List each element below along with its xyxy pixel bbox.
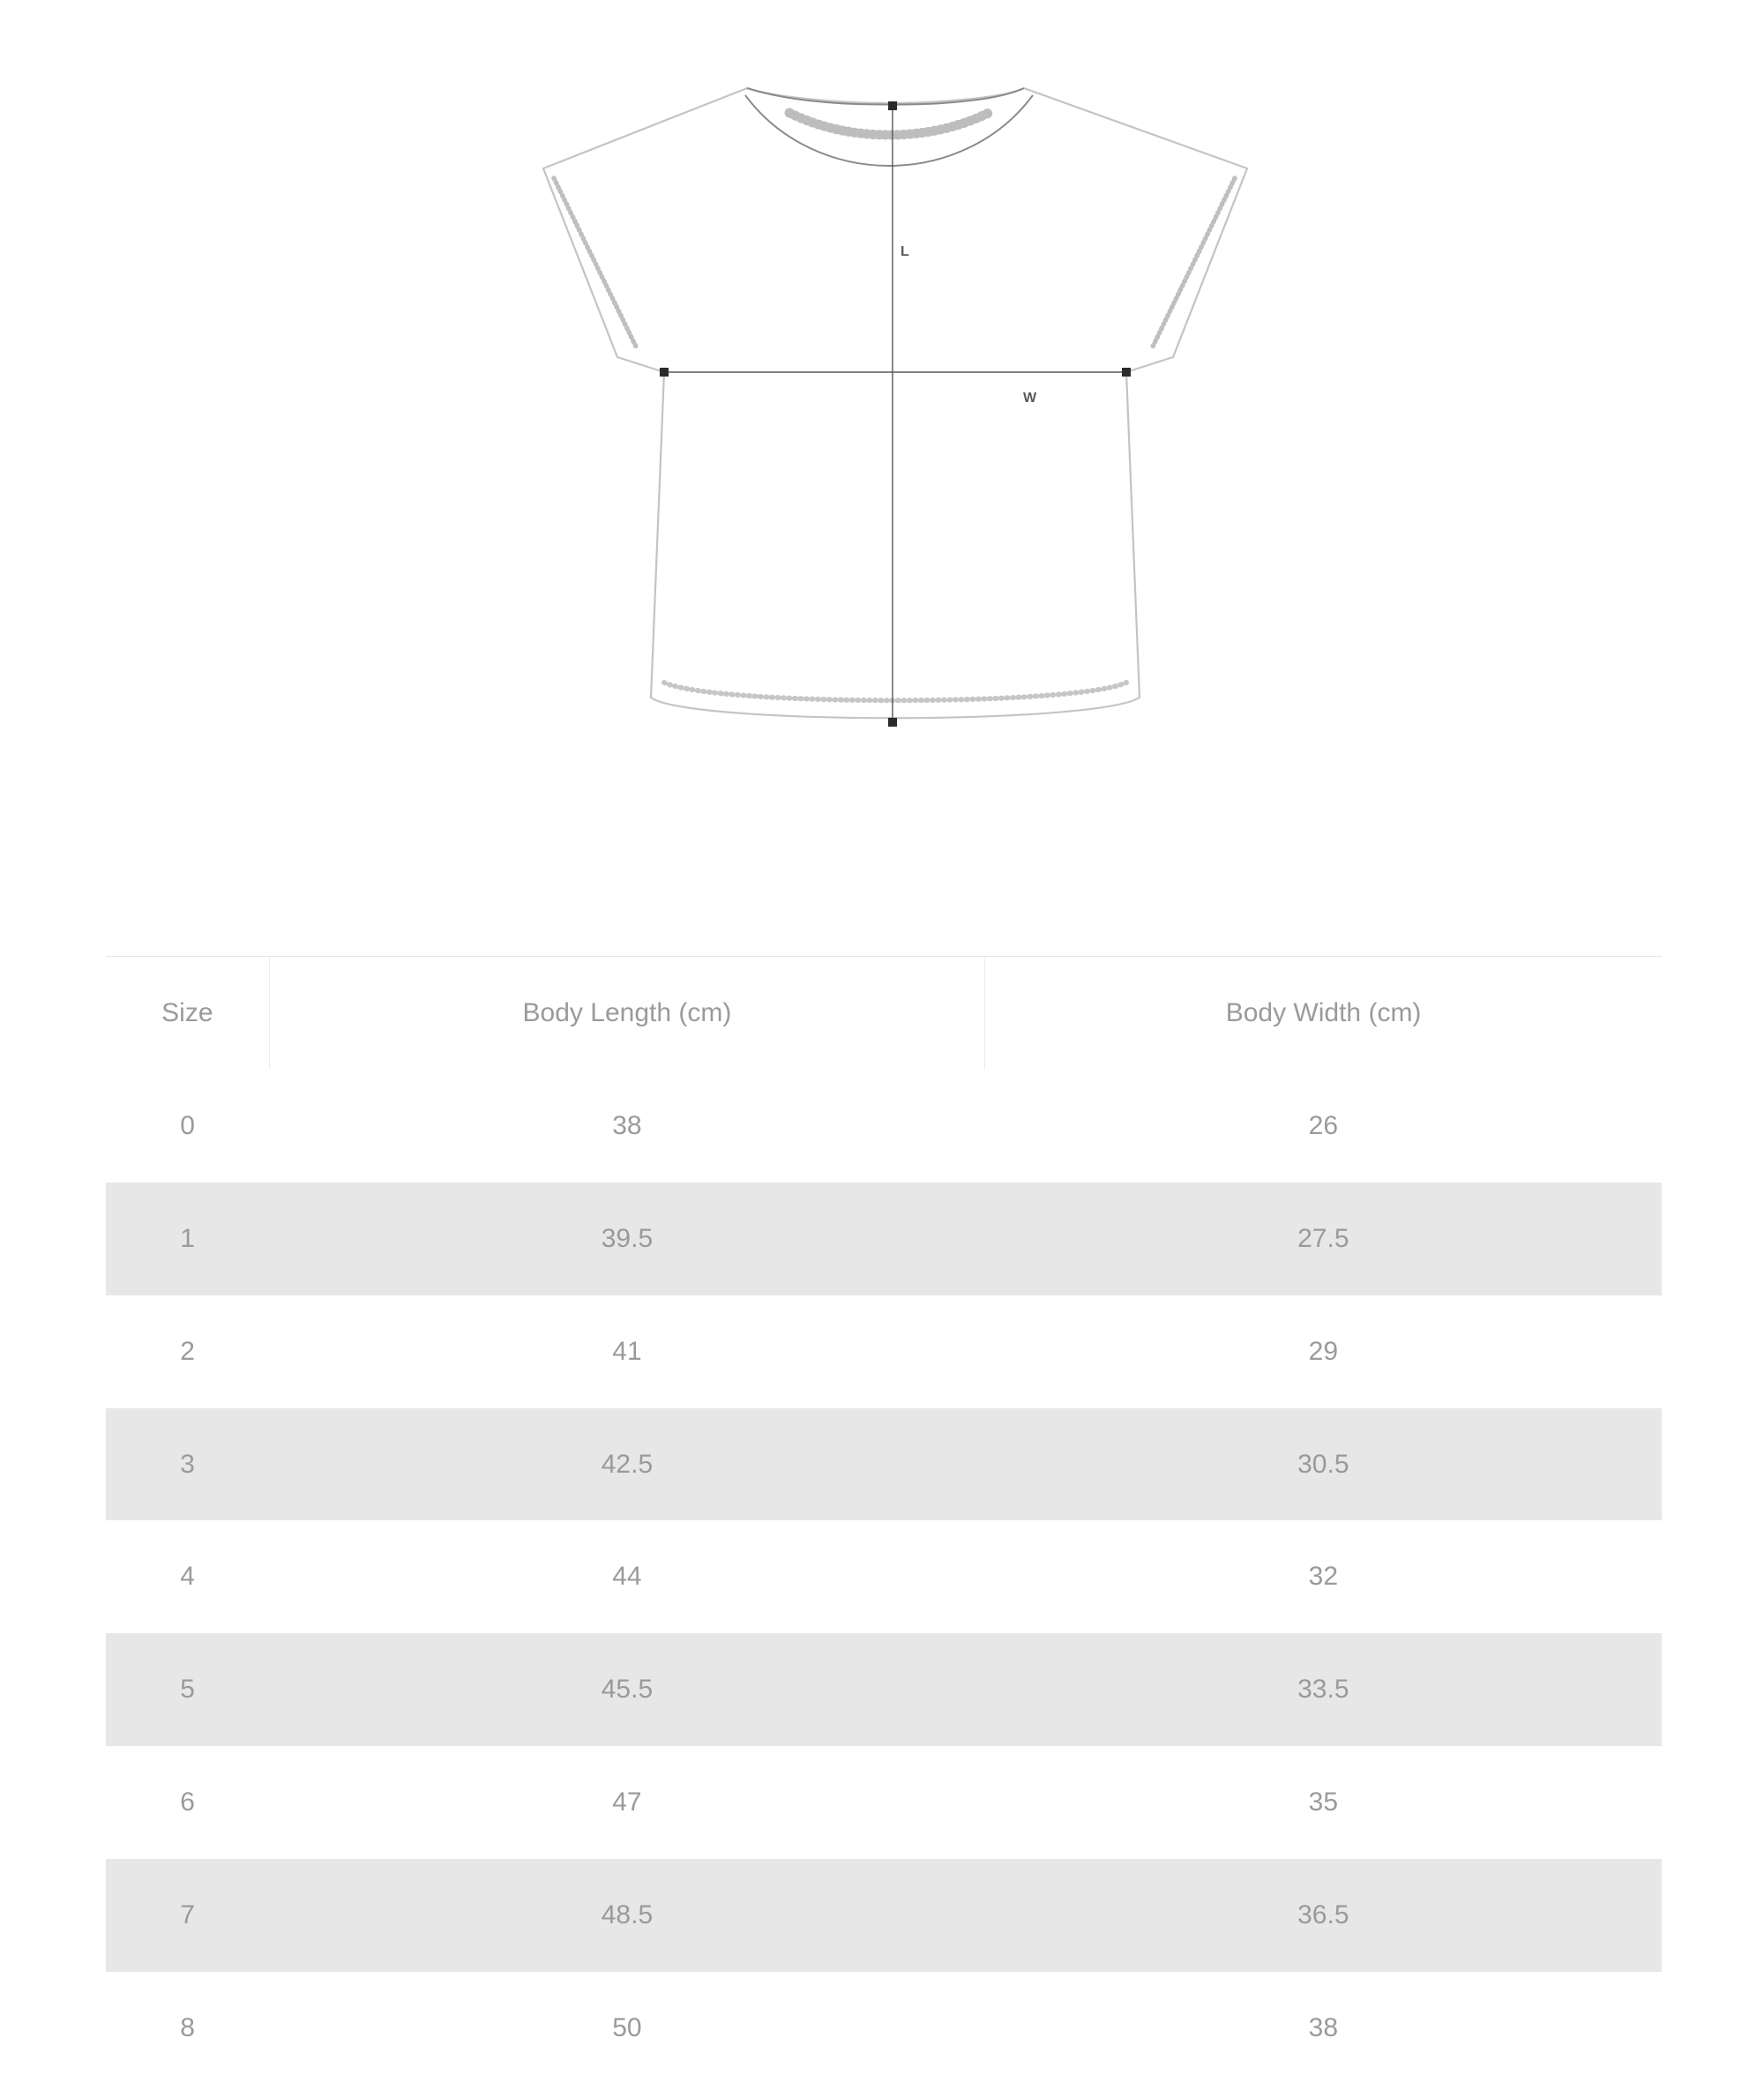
svg-text:L: L xyxy=(901,244,909,259)
svg-text:W: W xyxy=(1023,391,1037,406)
